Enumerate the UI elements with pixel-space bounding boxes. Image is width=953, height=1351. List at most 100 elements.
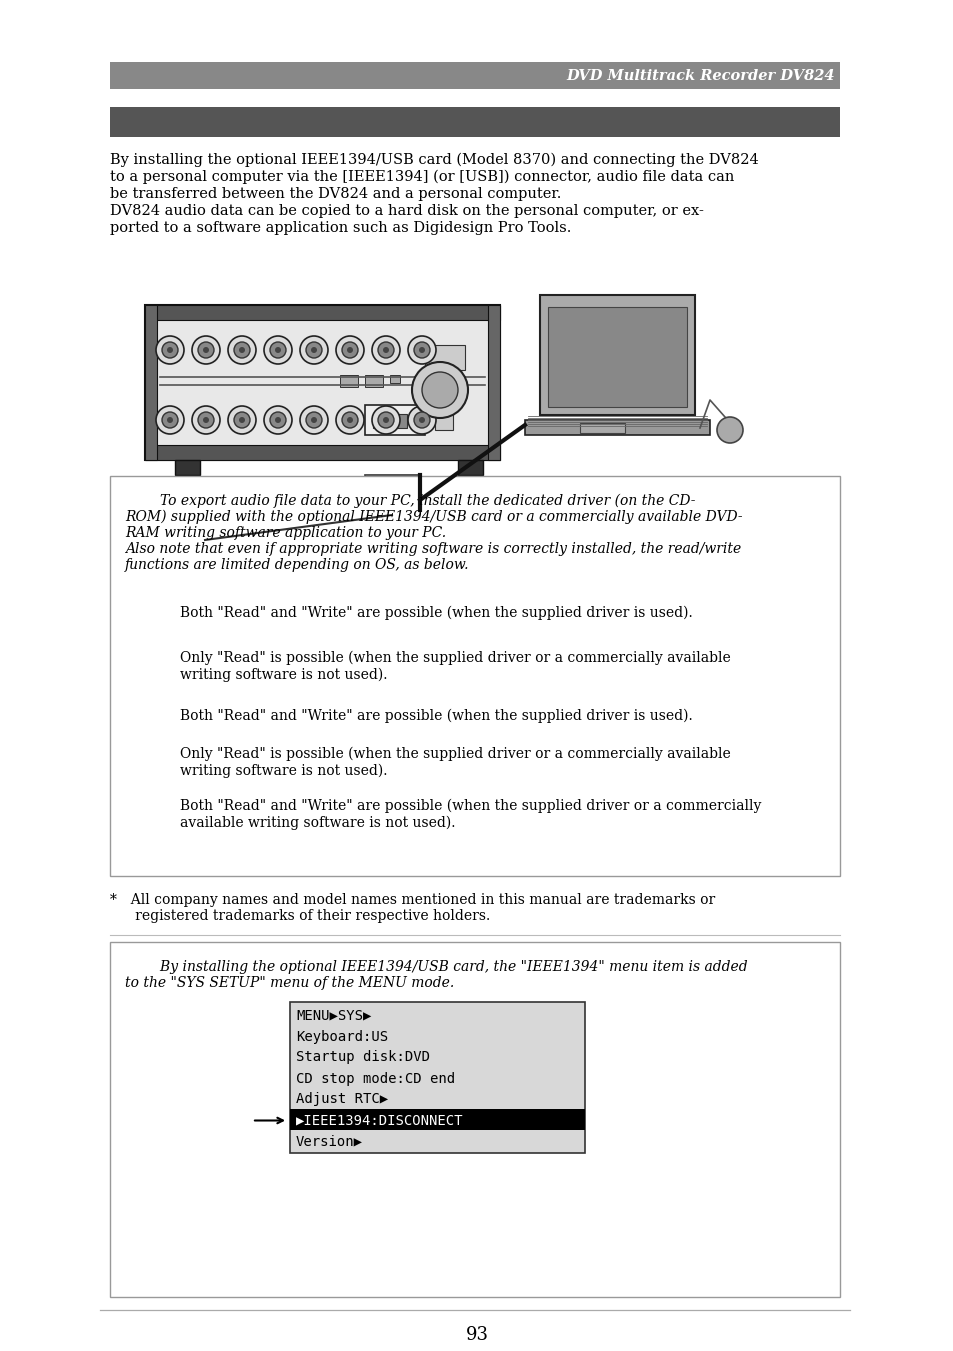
Text: Adjust RTC▶: Adjust RTC▶ [295,1093,388,1106]
Circle shape [306,412,322,428]
Circle shape [372,336,399,363]
Text: Version▶: Version▶ [295,1135,363,1148]
Bar [339,376,357,386]
Circle shape [408,336,436,363]
Circle shape [192,407,220,434]
Circle shape [311,347,316,353]
Bar [145,305,499,459]
Bar [488,305,499,459]
Text: to a personal computer via the [IEEE1394] (or [USB]) connector, audio file data : to a personal computer via the [IEEE1394… [110,170,734,184]
Bar [110,942,840,1297]
Bar [110,107,840,136]
Circle shape [311,417,316,423]
Text: CD stop mode:CD end: CD stop mode:CD end [295,1071,455,1085]
Circle shape [274,347,281,353]
Circle shape [270,412,286,428]
Circle shape [414,412,430,428]
Text: By installing the optional IEEE1394/USB card, the "IEEE1394" menu item is added: By installing the optional IEEE1394/USB … [125,961,747,974]
Bar [145,305,499,320]
Bar [524,420,709,435]
Circle shape [341,412,357,428]
Circle shape [421,372,457,408]
Bar [365,476,419,515]
Bar [290,1109,584,1129]
Circle shape [167,417,172,423]
Circle shape [412,362,468,417]
Text: Both "Read" and "Write" are possible (when the supplied driver is used).: Both "Read" and "Write" are possible (wh… [180,709,692,723]
Text: Also note that even if appropriate writing software is correctly installed, the : Also note that even if appropriate writi… [125,542,740,557]
Circle shape [264,336,292,363]
Text: To export audio file data to your PC, install the dedicated driver (on the CD-: To export audio file data to your PC, in… [125,494,695,508]
Circle shape [167,347,172,353]
Text: ▶IEEE1394:DISCONNECT: ▶IEEE1394:DISCONNECT [295,1113,463,1128]
Text: functions are limited depending on OS, as below.: functions are limited depending on OS, a… [125,558,469,571]
Text: Only "Read" is possible (when the supplied driver or a commercially available
wr: Only "Read" is possible (when the suppli… [180,651,730,682]
Circle shape [233,342,250,358]
Bar [174,459,200,476]
Bar [365,376,382,386]
Bar [457,459,482,476]
Text: RAM writing software application to your PC.: RAM writing software application to your… [125,526,446,540]
Bar [365,405,424,435]
Bar [539,295,695,415]
Circle shape [192,336,220,363]
Circle shape [377,342,394,358]
Circle shape [156,407,184,434]
Text: MENU▶SYS▶: MENU▶SYS▶ [295,1008,371,1023]
Circle shape [198,342,213,358]
Circle shape [347,417,353,423]
Bar [290,1002,584,1152]
Circle shape [382,417,389,423]
Circle shape [335,336,364,363]
Text: ported to a software application such as Digidesign Pro Tools.: ported to a software application such as… [110,222,571,235]
Bar [390,376,399,382]
Text: to the "SYS SETUP" menu of the MENU mode.: to the "SYS SETUP" menu of the MENU mode… [125,975,454,990]
Circle shape [239,347,245,353]
Bar [579,423,624,434]
Circle shape [382,347,389,353]
Text: *: * [110,893,117,907]
Text: Only "Read" is possible (when the supplied driver or a commercially available
wr: Only "Read" is possible (when the suppli… [180,747,730,778]
Circle shape [299,336,328,363]
Circle shape [377,412,394,428]
Bar [424,345,464,370]
Text: DVD Multitrack Recorder DV824: DVD Multitrack Recorder DV824 [566,69,834,82]
Circle shape [347,347,353,353]
Text: be transferred between the DV824 and a personal computer.: be transferred between the DV824 and a p… [110,186,560,201]
Circle shape [228,336,255,363]
Circle shape [162,412,178,428]
Bar [145,444,499,459]
Bar [393,413,407,428]
Circle shape [198,412,213,428]
Circle shape [341,342,357,358]
Circle shape [335,407,364,434]
Circle shape [228,407,255,434]
Bar [547,307,686,407]
Circle shape [418,417,424,423]
Circle shape [717,417,742,443]
Text: Both "Read" and "Write" are possible (when the supplied driver or a commercially: Both "Read" and "Write" are possible (wh… [180,798,760,830]
Text: 93: 93 [465,1325,488,1344]
Circle shape [306,342,322,358]
Text: All company names and model names mentioned in this manual are trademarks or
   : All company names and model names mentio… [122,893,715,923]
Text: Both "Read" and "Write" are possible (when the supplied driver is used).: Both "Read" and "Write" are possible (wh… [180,607,692,620]
Circle shape [239,417,245,423]
Circle shape [372,407,399,434]
Bar [435,412,453,430]
Circle shape [203,417,209,423]
Text: ROM) supplied with the optional IEEE1394/USB card or a commercially available DV: ROM) supplied with the optional IEEE1394… [125,509,741,524]
Bar [145,305,157,459]
Circle shape [162,342,178,358]
Text: By installing the optional IEEE1394/USB card (Model 8370) and connecting the DV8: By installing the optional IEEE1394/USB … [110,153,758,168]
Text: Startup disk:DVD: Startup disk:DVD [295,1051,430,1065]
Bar [110,476,840,875]
Circle shape [233,412,250,428]
Circle shape [270,342,286,358]
Circle shape [274,417,281,423]
Circle shape [264,407,292,434]
Text: Keyboard:US: Keyboard:US [295,1029,388,1043]
Circle shape [418,347,424,353]
Circle shape [414,342,430,358]
Text: DV824 audio data can be copied to a hard disk on the personal computer, or ex-: DV824 audio data can be copied to a hard… [110,204,703,218]
Bar [373,413,387,428]
